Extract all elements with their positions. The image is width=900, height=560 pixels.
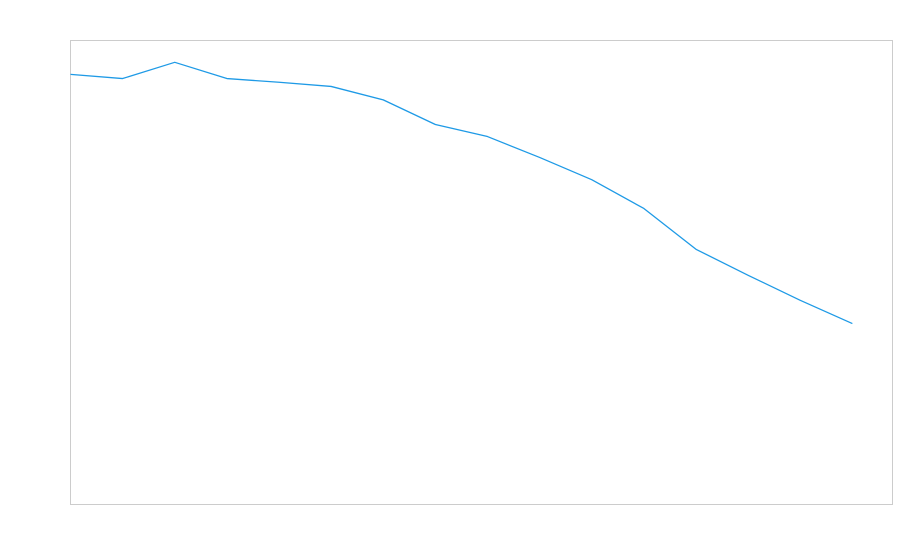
data-line xyxy=(70,61,853,325)
plot-frame xyxy=(70,40,893,505)
